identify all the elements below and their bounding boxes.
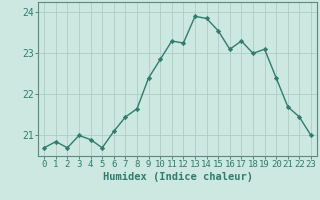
X-axis label: Humidex (Indice chaleur): Humidex (Indice chaleur) — [103, 172, 252, 182]
